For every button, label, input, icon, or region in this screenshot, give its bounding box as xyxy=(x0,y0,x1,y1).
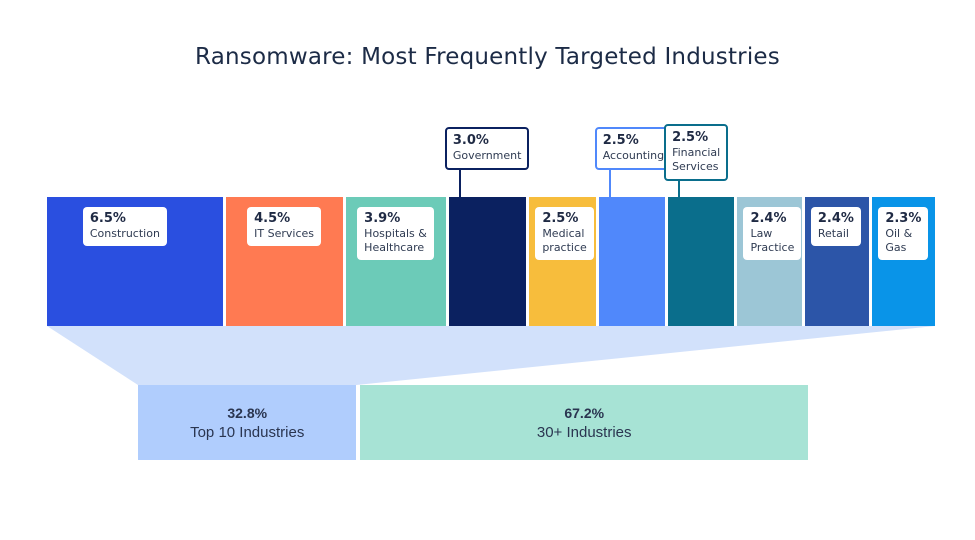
summary-label: Top 10 Industries xyxy=(190,423,305,441)
data-label-category: Retail xyxy=(817,227,849,240)
data-label-value: 4.5% xyxy=(254,211,291,226)
callout-leader-line xyxy=(458,170,461,197)
summary-segment-top-10-industries: 32.8% Top 10 Industries xyxy=(138,385,357,460)
data-label-law-practice: 2.4% Law Practice xyxy=(743,207,802,260)
data-label-category: Practice xyxy=(750,241,795,254)
bar-accounting xyxy=(598,197,666,326)
data-label-value: 2.5% xyxy=(602,133,639,148)
summary-label: 30+ Industries xyxy=(536,423,632,441)
bar-financial-services xyxy=(668,197,735,326)
data-label-category: Healthcare xyxy=(364,241,425,254)
chart-title: Ransomware: Most Frequently Targeted Ind… xyxy=(195,44,780,70)
data-label-value: 3.9% xyxy=(364,211,401,226)
data-label-accounting: 2.5% Accounting xyxy=(594,127,673,170)
data-label-financial-services: 2.5% Financial Services xyxy=(664,124,729,181)
bar-government xyxy=(448,197,527,326)
data-label-category: Construction xyxy=(89,227,160,240)
data-label-medical-practice: 2.5% Medical practice xyxy=(535,207,594,260)
data-label-category: practice xyxy=(542,241,587,254)
summary-value: 32.8% xyxy=(227,404,268,421)
data-label-value: 2.5% xyxy=(542,211,579,226)
data-label-category: Gas xyxy=(885,241,907,254)
data-label-retail: 2.4% Retail xyxy=(810,207,861,246)
data-label-category: Oil & xyxy=(885,227,913,240)
data-label-category: IT Services xyxy=(254,227,314,240)
data-label-category: Hospitals & xyxy=(364,227,427,240)
data-label-category: Medical xyxy=(542,227,585,240)
data-label-construction: 6.5% Construction xyxy=(82,207,167,246)
data-label-hospitals-and-healthcare: 3.9% Hospitals & Healthcare xyxy=(357,207,434,260)
data-label-government: 3.0% Government xyxy=(444,127,530,170)
data-label-category: Government xyxy=(452,149,522,162)
callout-leader-line xyxy=(678,181,681,197)
data-label-oil-and-gas: 2.3% Oil & Gas xyxy=(878,207,929,260)
data-label-value: 2.4% xyxy=(817,211,854,226)
data-label-value: 2.3% xyxy=(885,211,922,226)
data-label-category: Law xyxy=(750,227,773,240)
summary-segment-30-industries: 67.2% 30+ Industries xyxy=(360,385,808,460)
data-label-category: Accounting xyxy=(602,149,665,162)
summary-value: 67.2% xyxy=(564,404,605,421)
data-label-value: 2.5% xyxy=(672,130,709,145)
callout-leader-line xyxy=(608,170,611,197)
data-label-value: 3.0% xyxy=(452,133,489,148)
data-label-it-services: 4.5% IT Services xyxy=(247,207,321,246)
data-label-category: Services xyxy=(672,160,719,173)
data-label-value: 2.4% xyxy=(750,211,787,226)
data-label-value: 6.5% xyxy=(89,211,126,226)
funnel-shape xyxy=(47,326,935,385)
data-label-category: Financial xyxy=(672,146,721,159)
